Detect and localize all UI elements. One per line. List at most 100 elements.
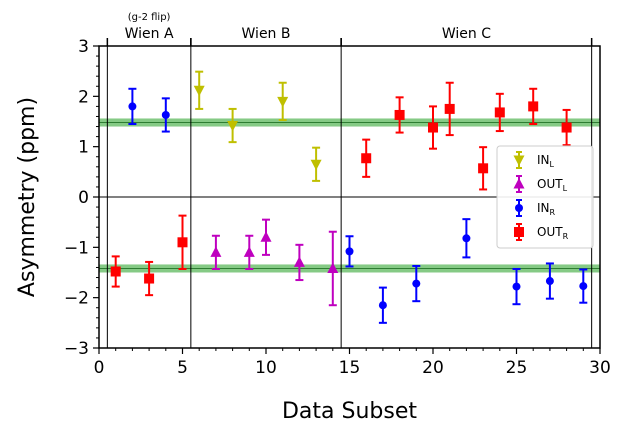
data-point (210, 234, 222, 270)
wien-groups: Wien A (g-2 flip) Wien B Wien C (106, 12, 593, 46)
data-point (412, 264, 421, 303)
point-marker (494, 107, 505, 118)
data-point (494, 92, 505, 133)
y-tick-label: 2 (78, 87, 89, 107)
point-marker (193, 85, 205, 97)
x-tick-label: 20 (422, 358, 444, 378)
y-tick-label: −1 (64, 238, 89, 258)
data-point (227, 107, 239, 144)
y-axis-label: Asymmetry (ppm) (15, 97, 40, 297)
legend-marker (513, 178, 525, 189)
data-point (345, 235, 354, 268)
data-point (110, 255, 121, 288)
x-tick-label: 5 (177, 358, 188, 378)
data-point (144, 260, 155, 297)
group-note: (g-2 flip) (128, 12, 171, 23)
data-point (161, 97, 170, 133)
point-marker (177, 237, 188, 248)
y-tick-label: −3 (64, 339, 89, 359)
series-out-l (210, 218, 339, 307)
data-point (545, 262, 554, 300)
data-point (478, 146, 489, 191)
point-marker (579, 282, 588, 291)
data-point (243, 234, 255, 270)
x-tick-label: 30 (589, 358, 611, 378)
data-point (293, 243, 305, 282)
group-label: Wien C (442, 26, 491, 42)
point-marker (310, 159, 322, 171)
series-in-r (128, 87, 588, 324)
data-point (361, 138, 372, 178)
legend-label-subscript: R (550, 208, 556, 217)
legend-item: OUTL (513, 175, 568, 193)
data-point (528, 87, 539, 126)
data-point (579, 268, 588, 304)
legend-label-name: IN (537, 201, 550, 215)
point-marker (227, 121, 239, 132)
data-point (561, 108, 572, 147)
point-marker (378, 301, 387, 310)
legend-label: INR (537, 201, 556, 217)
data-point (128, 87, 137, 126)
point-marker (528, 101, 539, 112)
y-tick-label: 0 (78, 188, 89, 208)
data-point (327, 230, 339, 307)
data-point (394, 96, 405, 134)
data-point (177, 214, 188, 270)
data-point (310, 146, 322, 182)
point-marker (277, 96, 289, 108)
legend-label-subscript: L (550, 160, 555, 169)
point-marker (144, 273, 155, 284)
axis-ticks: 0 5 10 15 20 25 30 −3 −2 −1 0 1 2 3 (64, 37, 611, 378)
point-marker (260, 231, 272, 242)
y-tick-label: 1 (78, 138, 89, 158)
series-out-r (110, 81, 572, 297)
point-marker (210, 246, 222, 257)
x-tick-label: 0 (94, 358, 105, 378)
data-point (277, 81, 289, 121)
group-label: Wien B (242, 26, 291, 42)
point-marker (243, 246, 255, 257)
point-marker (412, 279, 421, 288)
wien-group: Wien C (340, 26, 593, 46)
point-marker (327, 262, 339, 273)
data-point (428, 105, 438, 150)
point-marker (462, 234, 471, 243)
point-marker (293, 256, 305, 267)
point-marker (345, 247, 354, 256)
legend-item: INR (515, 199, 556, 217)
point-marker (361, 153, 372, 164)
point-marker (478, 163, 489, 174)
x-tick-label: 10 (255, 358, 277, 378)
point-marker (561, 122, 572, 133)
point-marker (428, 122, 438, 133)
legend-label-name: IN (537, 153, 550, 167)
point-marker (110, 266, 121, 277)
point-marker (128, 102, 137, 111)
legend-label: INL (537, 153, 555, 169)
x-tick-label: 25 (506, 358, 528, 378)
point-marker (545, 277, 554, 286)
y-tick-label: −2 (64, 289, 89, 309)
x-tick-label: 15 (339, 358, 361, 378)
legend-label-name: OUT (537, 177, 563, 191)
legend-marker (513, 155, 525, 166)
data-point (260, 218, 272, 256)
data-series (110, 70, 588, 324)
legend-label-name: OUT (537, 225, 563, 239)
data-point (444, 81, 455, 137)
legend-label-subscript: L (563, 184, 568, 193)
data-point (193, 70, 205, 110)
legend-label: OUTR (537, 225, 569, 241)
point-marker (444, 103, 455, 114)
legend-box (496, 145, 594, 249)
point-marker (161, 110, 170, 119)
group-label: Wien A (125, 26, 174, 42)
data-point (512, 267, 521, 306)
data-point (462, 218, 471, 259)
point-marker (394, 109, 405, 120)
legend-item: INL (513, 151, 555, 169)
point-marker (512, 282, 521, 291)
